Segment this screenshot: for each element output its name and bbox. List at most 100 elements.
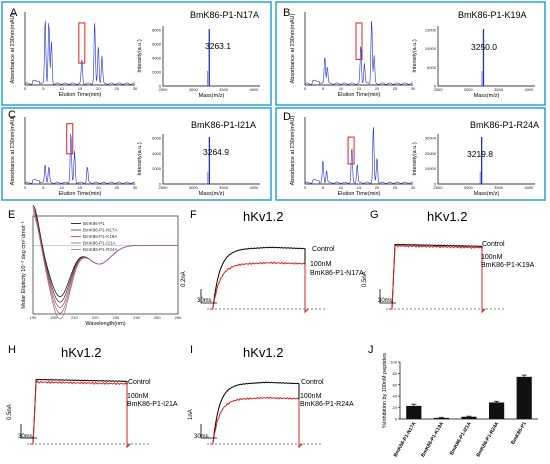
panel-a-letter: A bbox=[10, 7, 18, 19]
trace-peptide bbox=[30, 380, 131, 449]
ms-axes bbox=[437, 134, 535, 185]
ms-x-tick: 3000 bbox=[189, 185, 199, 190]
ms-y-tick: 10000 bbox=[425, 166, 437, 171]
ms-x-tick: 2500 bbox=[159, 185, 169, 190]
hplc-x-tick: 15 bbox=[357, 86, 362, 91]
ms-y-tick: 0 bbox=[434, 182, 437, 187]
bar-category-label: BmK86-P1-N17A bbox=[393, 421, 418, 459]
cd-legend-label: BmK86-P1-I21A bbox=[83, 241, 116, 246]
hplc-x-label: Elution Time(min) bbox=[59, 92, 102, 98]
hplc-trace bbox=[24, 133, 136, 184]
hplc-axes bbox=[24, 12, 135, 86]
hplc-x-tick: 15 bbox=[78, 185, 83, 190]
cd-legend-label: BmK86-P1-R24A bbox=[83, 247, 118, 252]
panel-h-dose-label: 100nM bbox=[127, 393, 149, 400]
panel-i-title: hKv1.2 bbox=[243, 345, 283, 360]
cd-x-tick: 250 bbox=[154, 315, 161, 320]
ms-y-label: Intensity(a.u.) bbox=[412, 39, 418, 72]
cd-legend-label: BmK86-P1-N17A bbox=[83, 228, 118, 233]
panel-i-dose-label: 100nM bbox=[300, 393, 322, 400]
hplc-trace bbox=[304, 20, 414, 85]
bar-category-label: BmK86-P1-I21A bbox=[449, 421, 473, 457]
cd-x-tick: 240 bbox=[133, 315, 140, 320]
hplc-x-tick: 5 bbox=[42, 185, 45, 190]
ms-x-tick: 3500 bbox=[494, 185, 504, 190]
panel-b-hplc: 0 5 10 15 20 25 30 Elution Time(min) Absorbance … bbox=[290, 12, 416, 98]
hplc-x-tick: 25 bbox=[114, 86, 119, 91]
panel-d-frame bbox=[275, 107, 546, 201]
cd-x-tick: 210 bbox=[71, 315, 78, 320]
hplc-y-label: Absorbance at 230nm(mAU) bbox=[10, 13, 16, 83]
trace-scale-bar bbox=[20, 424, 37, 439]
panel-c-letter: C bbox=[8, 109, 16, 121]
ms-x-tick: 2500 bbox=[159, 87, 169, 92]
panel-f-title: hKv1.2 bbox=[243, 209, 283, 224]
ms-x-tick: 2500 bbox=[434, 87, 444, 92]
bar-category-label: BmK86-P1-R24A bbox=[475, 421, 500, 459]
hplc-x-tick: 25 bbox=[114, 185, 119, 190]
panel-g-scale-x: 30ms bbox=[378, 298, 393, 304]
ms-x-tick: 3000 bbox=[189, 87, 199, 92]
bar-category-label: BmK86-P1 bbox=[510, 421, 528, 446]
panel-h-scale-y: 0.5nA bbox=[7, 404, 13, 420]
bar bbox=[406, 405, 422, 419]
panel-a-title: BmK86-P1-N17A bbox=[190, 10, 259, 20]
hplc-x-tick: 30 bbox=[133, 86, 138, 91]
trace-control bbox=[210, 381, 303, 449]
panel-c-peak-label: 3264.9 bbox=[203, 147, 229, 157]
trace-peptide bbox=[389, 244, 486, 314]
hplc-x-label: Elution Time(min) bbox=[338, 92, 381, 98]
hplc-highlight-box bbox=[66, 123, 74, 155]
ms-y-label: Intensity(a.u.) bbox=[137, 39, 143, 72]
trace-scale-bar bbox=[200, 424, 217, 439]
panel-g-letter: G bbox=[370, 209, 379, 221]
panel-b-ms: 2500 3000 3500 4000 0 5000 10000 15000 Mass(m/z)… bbox=[412, 26, 535, 99]
panel-h-scale-x: 30ms bbox=[18, 434, 33, 440]
hplc-x-tick: 10 bbox=[59, 86, 64, 91]
panel-f-dose-label: 100nM bbox=[310, 261, 332, 268]
hplc-y-label: Absorbance at 230nm(mAU) bbox=[290, 13, 296, 83]
panel-h-title: hKv1.2 bbox=[61, 345, 101, 360]
panel-f-scale-y: 0.2nA bbox=[181, 271, 187, 287]
cd-x-tick: 200 bbox=[50, 315, 57, 320]
ms-x-label: Mass(m/z) bbox=[474, 191, 500, 197]
cd-x-label: Wavelength(nm) bbox=[85, 321, 125, 327]
panel-i-peptide-label: BmK86-P1-R24A bbox=[300, 401, 354, 408]
cd-x-tick: 190 bbox=[30, 315, 37, 320]
panel-h-letter: H bbox=[8, 344, 16, 356]
ms-x-label: Mass(m/z) bbox=[199, 191, 225, 197]
cd-y-label: Molar Elipticity 10⁻³ deg cm² dmol⁻¹ bbox=[21, 221, 27, 309]
panel-a-hplc: 0 5 10 15 20 25 30 Elution Time(min) Absorbance … bbox=[10, 12, 138, 98]
cd-series-line bbox=[32, 214, 178, 320]
bar-y-tick: 0 bbox=[395, 417, 398, 422]
panel-d-peak-label: 3219.8 bbox=[467, 149, 493, 159]
panel-b-frame bbox=[275, 1, 546, 106]
ms-y-tick: 10000 bbox=[425, 46, 437, 51]
trace-control bbox=[210, 246, 309, 314]
ms-axes bbox=[162, 26, 260, 87]
hplc-highlight-box bbox=[347, 136, 355, 165]
ms-y-tick: 15000 bbox=[425, 28, 437, 33]
ms-y-tick: 20000 bbox=[425, 151, 437, 156]
panel-c-frame bbox=[1, 107, 272, 201]
ms-y-tick: 2000 bbox=[152, 70, 162, 75]
trace-scale-bar bbox=[200, 289, 217, 304]
panel-b-peak-label: 3250.0 bbox=[471, 42, 497, 52]
panel-h-control-label: Control bbox=[128, 379, 151, 386]
hplc-x-tick: 0 bbox=[304, 185, 307, 190]
hplc-x-tick: 5 bbox=[322, 185, 325, 190]
ms-x-tick: 4000 bbox=[249, 185, 259, 190]
panel-b-letter: B bbox=[283, 7, 290, 19]
cd-series-line bbox=[32, 209, 178, 309]
panel-f-traces bbox=[200, 246, 327, 314]
panel-g-peptide-label: BmK86-P1-K19A bbox=[481, 262, 535, 269]
panel-g-dose-label: 100nM bbox=[481, 254, 503, 261]
panel-d-title: BmK86-P1-R24A bbox=[470, 120, 539, 130]
hplc-x-label: Elution Time(min) bbox=[59, 191, 102, 197]
bar-y-tick: 60 bbox=[393, 382, 398, 387]
ms-x-tick: 2500 bbox=[434, 185, 444, 190]
ms-y-label: Intensity(a.u.) bbox=[137, 142, 143, 175]
ms-y-label: Intensity(a.u.) bbox=[412, 142, 418, 175]
ms-y-tick: 6000 bbox=[152, 136, 162, 141]
ms-x-tick: 3000 bbox=[464, 185, 474, 190]
